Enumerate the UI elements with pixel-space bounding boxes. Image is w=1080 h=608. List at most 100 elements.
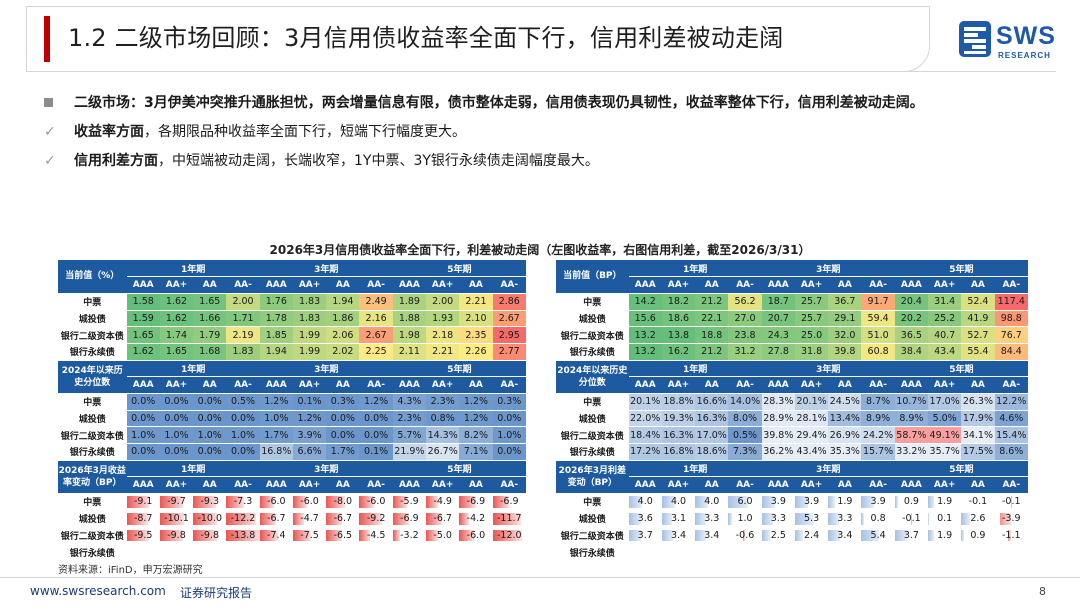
negative-bar — [326, 512, 343, 525]
cell-value: -9.7 — [167, 496, 186, 508]
cell-value: -6.0 — [366, 496, 386, 508]
rating-header: AA- — [994, 376, 1028, 394]
data-cell: 0.1% — [292, 393, 327, 411]
data-cell: 0.0% — [159, 393, 194, 411]
data-cell: 25.7 — [794, 293, 829, 311]
sws-logo-icon — [959, 21, 991, 57]
cell-value: -8.7 — [133, 513, 153, 525]
term-header: 5年期 — [392, 260, 526, 278]
data-cell: 23.8 — [728, 326, 762, 344]
cell-value: 2.6 — [970, 513, 986, 525]
data-cell: 0.0% — [193, 410, 227, 428]
data-cell: 0.0% — [326, 426, 360, 445]
data-cell — [492, 543, 526, 561]
data-cell: 27.8 — [761, 343, 795, 361]
check-icon: ✓ — [44, 153, 56, 169]
data-cell: 36.5 — [894, 326, 929, 344]
data-cell: 21.2 — [695, 343, 729, 361]
block-header-bar: 2026年3月利差变动（BP） — [556, 460, 629, 495]
data-cell: 1.62 — [126, 343, 160, 361]
data-cell: 2.4 — [794, 527, 829, 545]
cell-value: -4.2 — [466, 513, 486, 525]
cell-value: -6.0 — [300, 496, 319, 508]
data-cell: 2.67 — [492, 310, 526, 328]
data-cell: 40.7 — [928, 326, 962, 344]
data-cell: 1.2% — [292, 410, 327, 428]
data-cell: 20.4 — [894, 293, 929, 311]
bullet-list: 二级市场：3月伊美冲突推升通胀担忧，两会增量信息有限，债市整体走弱，信用债表现仍… — [44, 92, 1044, 172]
data-cell: -9.3 — [193, 493, 227, 511]
data-cell: 2.77 — [492, 343, 526, 361]
data-cell: 1.2% — [459, 410, 493, 428]
data-cell: 2.25 — [359, 343, 393, 361]
cell-value: -12.2 — [230, 513, 256, 525]
data-cell: -1.1 — [994, 527, 1028, 545]
negative-bar — [126, 529, 150, 542]
cell-value: 3.9 — [770, 496, 786, 508]
data-cell: 91.7 — [861, 293, 895, 311]
data-cell: -8.0 — [326, 493, 360, 511]
data-cell: 0.0% — [159, 410, 194, 428]
cell-value: -9.5 — [133, 529, 153, 541]
data-cell: -0.1 — [894, 510, 929, 528]
positive-bar — [695, 496, 709, 508]
negative-bar — [159, 496, 184, 508]
data-cell: 8.6% — [994, 443, 1028, 461]
positive-bar — [728, 496, 749, 508]
data-cell: 1.65 — [159, 343, 194, 361]
cell-value: -6.9 — [466, 496, 486, 508]
rating-header: AA- — [492, 476, 526, 495]
positive-bar — [894, 529, 908, 542]
data-cell: 2.16 — [359, 310, 393, 328]
data-cell: 1.89 — [392, 293, 427, 311]
cell-value: 3.4 — [704, 529, 720, 541]
term-header: 1年期 — [628, 260, 762, 278]
data-cell: 18.4% — [628, 426, 662, 445]
cell-value: 3.1 — [670, 513, 687, 525]
footer-url[interactable]: www.swsresearch.com — [30, 584, 166, 598]
data-cell: 22.1 — [695, 310, 729, 328]
rating-header: AA+ — [928, 276, 962, 294]
data-cell: 3.6 — [628, 510, 662, 528]
data-cell: 0.0% — [159, 443, 194, 461]
data-cell: 3.4 — [828, 527, 862, 545]
cell-value: -6.5 — [333, 529, 353, 541]
data-cell — [259, 543, 293, 561]
rating-header: AA+ — [426, 376, 460, 394]
term-header: 5年期 — [392, 360, 526, 378]
data-cell: 22.0% — [628, 410, 662, 428]
term-header: 3年期 — [259, 460, 393, 478]
logo-subtext: RESEARCH — [998, 51, 1051, 60]
rating-header: AAA — [392, 476, 427, 495]
term-header: 1年期 — [126, 360, 260, 378]
data-cell: 2.21 — [426, 343, 460, 361]
data-cell: 51.0 — [861, 326, 895, 344]
positive-bar — [628, 496, 642, 508]
term-header: 1年期 — [628, 460, 762, 478]
negative-bar — [126, 512, 148, 525]
cell-value: -0.6 — [735, 529, 755, 541]
data-cell: 56.2 — [728, 293, 762, 311]
data-cell: 3.3 — [695, 510, 729, 528]
data-cell: 0.0% — [126, 443, 160, 461]
data-cell: 4.0 — [661, 493, 696, 511]
data-cell: 3.3 — [761, 510, 795, 528]
data-cell: 5.7% — [392, 426, 427, 445]
rating-header: AA+ — [159, 476, 194, 495]
data-cell: 6.0 — [728, 493, 762, 511]
data-cell — [426, 543, 460, 561]
bullet-yield: ✓ 收益率方面，各期限品种收益率全面下行，短端下行幅度更大。 — [44, 121, 1044, 143]
data-cell: 29.4% — [794, 426, 829, 445]
data-cell: 13.4% — [828, 410, 862, 428]
cell-value: 1.9 — [837, 496, 853, 508]
rating-header: AA — [961, 276, 995, 294]
cell-value: -9.3 — [200, 496, 220, 508]
bullet-main: 二级市场：3月伊美冲突推升通胀担忧，两会增量信息有限，债市整体走弱，信用债表现仍… — [44, 92, 1044, 114]
row-label: 城投债 — [556, 510, 629, 528]
bullet-spread-text: ，中短端被动走阔，长端收窄，1Y中票、3Y银行永续债走阔幅度最大。 — [158, 153, 599, 169]
data-cell: 1.71 — [226, 310, 260, 328]
positive-bar — [861, 496, 875, 508]
check-icon: ✓ — [44, 124, 56, 140]
data-cell — [359, 543, 393, 561]
row-label: 银行永续债 — [58, 543, 127, 561]
